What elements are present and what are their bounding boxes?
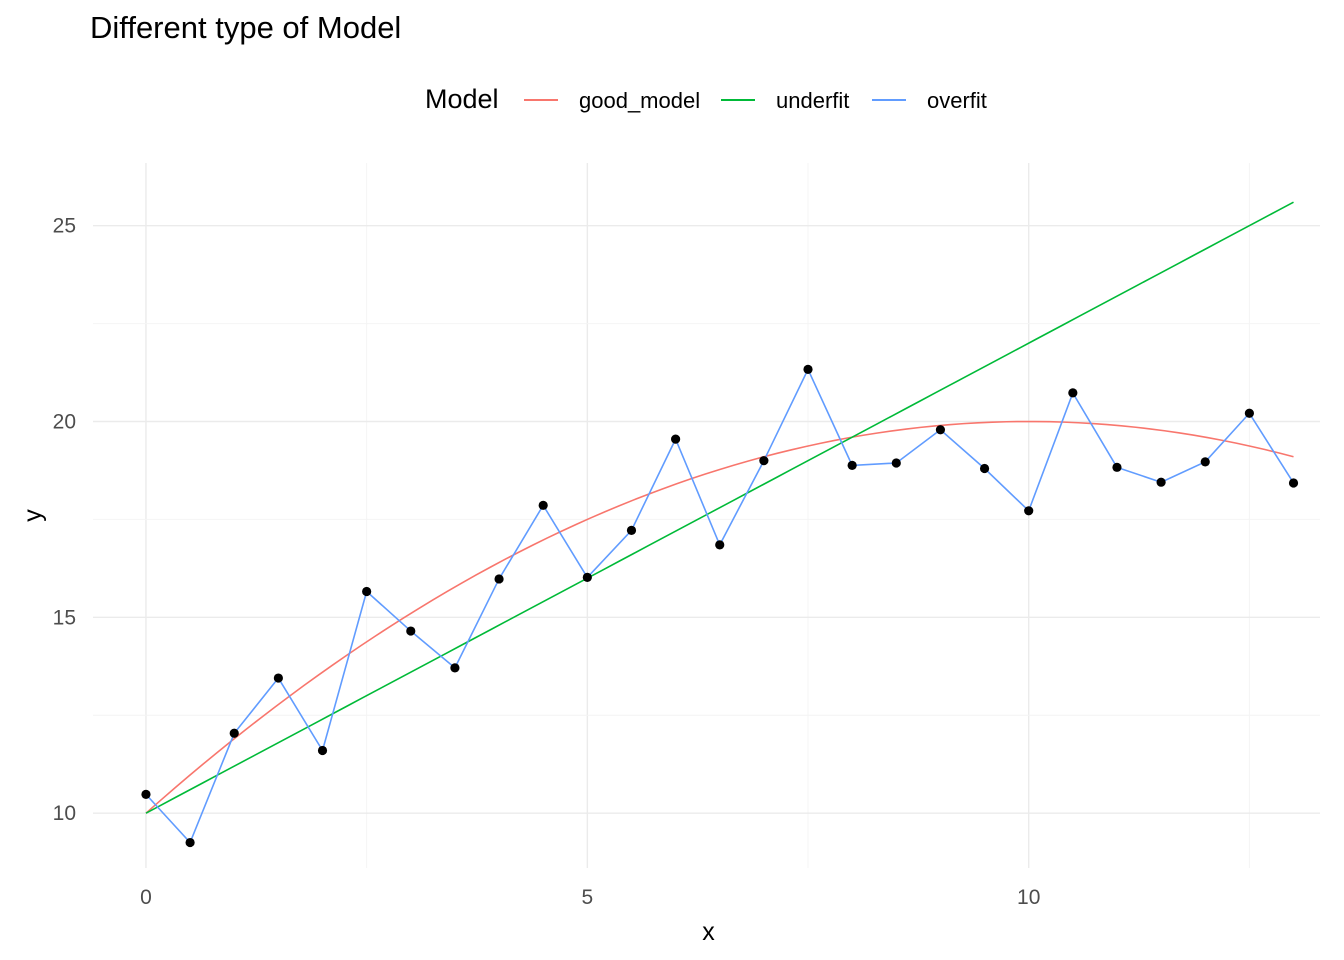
data-point	[1244, 408, 1254, 418]
data-point	[891, 458, 901, 468]
data-point	[1024, 506, 1034, 516]
data-point	[1156, 477, 1166, 487]
data-point	[715, 540, 725, 550]
data-point	[626, 525, 637, 535]
data-point	[759, 456, 769, 466]
grid-lines	[93, 163, 1320, 868]
legend-title: Model	[425, 84, 499, 114]
data-point	[803, 364, 813, 375]
data-point	[494, 574, 504, 584]
series-line-overfit	[145, 367, 1295, 845]
data-point	[979, 463, 990, 474]
data-point	[141, 789, 151, 799]
legend: Model good_model underfit overfit	[0, 82, 1344, 118]
legend-label-underfit: underfit	[776, 88, 850, 113]
data-point	[935, 425, 946, 435]
data-point	[229, 728, 239, 738]
data-point	[1112, 462, 1122, 472]
y-axis-title: y	[19, 509, 47, 522]
y-tick-label: 20	[53, 411, 76, 434]
series-line-good-model	[145, 420, 1294, 814]
y-tick-label: 25	[53, 215, 76, 238]
chart-title: Different type of Model	[90, 10, 402, 45]
data-point	[1068, 388, 1078, 398]
data-point	[538, 500, 548, 510]
x-tick-label: 10	[1017, 886, 1040, 909]
x-axis-title: x	[702, 918, 715, 946]
data-point	[847, 460, 857, 470]
legend-label-good-model: good_model	[579, 88, 701, 113]
legend-key-overfit	[872, 99, 906, 101]
legend-key-good-model	[524, 99, 558, 101]
data-point	[317, 745, 328, 756]
data-point	[1288, 478, 1299, 488]
data-point	[450, 663, 460, 673]
legend-key-underfit	[721, 99, 755, 101]
data-point	[185, 837, 195, 848]
data-point	[273, 673, 283, 683]
x-tick-label: 5	[581, 886, 593, 909]
data-point	[362, 586, 372, 597]
data-point	[406, 626, 416, 636]
y-tick-label: 15	[53, 606, 76, 629]
x-tick-label: 0	[140, 886, 152, 909]
y-tick-label: 10	[53, 802, 76, 825]
data-point	[671, 434, 681, 444]
data-point	[1200, 457, 1210, 467]
data-point	[582, 572, 592, 582]
series-line-underfit	[145, 201, 1294, 814]
legend-label-overfit: overfit	[927, 88, 987, 113]
